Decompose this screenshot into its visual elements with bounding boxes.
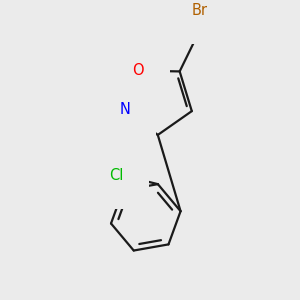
- Text: Cl: Cl: [109, 168, 123, 183]
- Text: O: O: [132, 63, 144, 78]
- Text: Br: Br: [192, 2, 208, 17]
- Text: N: N: [119, 102, 130, 117]
